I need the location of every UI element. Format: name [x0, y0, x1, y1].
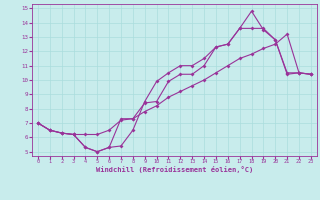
X-axis label: Windchill (Refroidissement éolien,°C): Windchill (Refroidissement éolien,°C): [96, 166, 253, 173]
